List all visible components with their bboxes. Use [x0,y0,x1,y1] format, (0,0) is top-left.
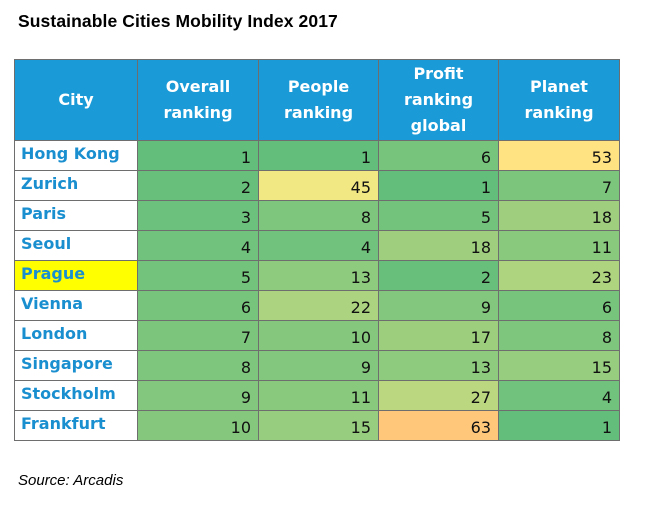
profit-ranking-cell: 13 [378,350,499,381]
people-ranking-cell: 4 [258,230,379,261]
header-planet-ranking: Planet ranking [498,59,620,141]
profit-ranking-cell: 18 [378,230,499,261]
table-row: Prague 5 13 2 23 [14,260,620,291]
city-cell: Paris [14,200,138,231]
people-ranking-cell: 13 [258,260,379,291]
profit-ranking-cell: 63 [378,410,499,441]
header-people-ranking: People ranking [258,59,379,141]
people-ranking-cell: 10 [258,320,379,351]
ranking-table: City Overall ranking People ranking Profit… [14,59,620,441]
page-title: Sustainable Cities Mobility Index 2017 [18,11,338,31]
header-line: Planet [530,77,588,96]
profit-ranking-cell: 2 [378,260,499,291]
overall-ranking-cell: 7 [137,320,259,351]
people-ranking-cell: 15 [258,410,379,441]
header-line: City [58,90,94,109]
overall-ranking-cell: 9 [137,380,259,411]
planet-ranking-cell: 53 [498,140,620,171]
table-row: Frankfurt 10 15 63 1 [14,410,620,441]
overall-ranking-cell: 8 [137,350,259,381]
table-row: London 7 10 17 8 [14,320,620,351]
people-ranking-cell: 22 [258,290,379,321]
overall-ranking-cell: 4 [137,230,259,261]
table-row: Hong Kong 1 1 6 53 [14,140,620,171]
planet-ranking-cell: 7 [498,170,620,201]
header-line: Profit [413,64,464,83]
table-row: Stockholm 9 11 27 4 [14,380,620,411]
overall-ranking-cell: 6 [137,290,259,321]
table-row: Seoul 4 4 18 11 [14,230,620,261]
city-cell: Zurich [14,170,138,201]
overall-ranking-cell: 10 [137,410,259,441]
overall-ranking-cell: 5 [137,260,259,291]
planet-ranking-cell: 18 [498,200,620,231]
people-ranking-cell: 11 [258,380,379,411]
header-line: ranking [403,90,474,109]
planet-ranking-cell: 11 [498,230,620,261]
header-line: global [410,116,467,135]
overall-ranking-cell: 1 [137,140,259,171]
header-line: ranking [163,103,233,122]
city-cell: Seoul [14,230,138,261]
planet-ranking-cell: 6 [498,290,620,321]
table-row: Zurich 2 45 1 7 [14,170,620,201]
overall-ranking-cell: 2 [137,170,259,201]
city-cell: Vienna [14,290,138,321]
header-line: ranking [283,103,354,122]
header-city: City [14,59,138,141]
planet-ranking-cell: 8 [498,320,620,351]
profit-ranking-cell: 17 [378,320,499,351]
profit-ranking-cell: 6 [378,140,499,171]
city-cell: Frankfurt [14,410,138,441]
profit-ranking-cell: 1 [378,170,499,201]
people-ranking-cell: 1 [258,140,379,171]
planet-ranking-cell: 4 [498,380,620,411]
profit-ranking-cell: 27 [378,380,499,411]
people-ranking-cell: 9 [258,350,379,381]
table-row: Singapore 8 9 13 15 [14,350,620,381]
planet-ranking-cell: 15 [498,350,620,381]
city-cell: Stockholm [14,380,138,411]
table-row: Paris 3 8 5 18 [14,200,620,231]
header-line: People [287,77,350,96]
city-cell: London [14,320,138,351]
header-line: ranking [524,103,594,122]
header-overall-ranking: Overall ranking [137,59,259,141]
profit-ranking-cell: 9 [378,290,499,321]
profit-ranking-cell: 5 [378,200,499,231]
overall-ranking-cell: 3 [137,200,259,231]
city-cell: Prague [14,260,138,291]
table-row: Vienna 6 22 9 6 [14,290,620,321]
header-profit-ranking: Profit ranking global [378,59,499,141]
planet-ranking-cell: 1 [498,410,620,441]
source-note: Source: Arcadis [18,472,124,489]
planet-ranking-cell: 23 [498,260,620,291]
city-cell: Hong Kong [14,140,138,171]
header-line: Overall [165,77,231,96]
header-row: City Overall ranking People ranking Profit… [14,59,620,141]
people-ranking-cell: 45 [258,170,379,201]
people-ranking-cell: 8 [258,200,379,231]
city-cell: Singapore [14,350,138,381]
